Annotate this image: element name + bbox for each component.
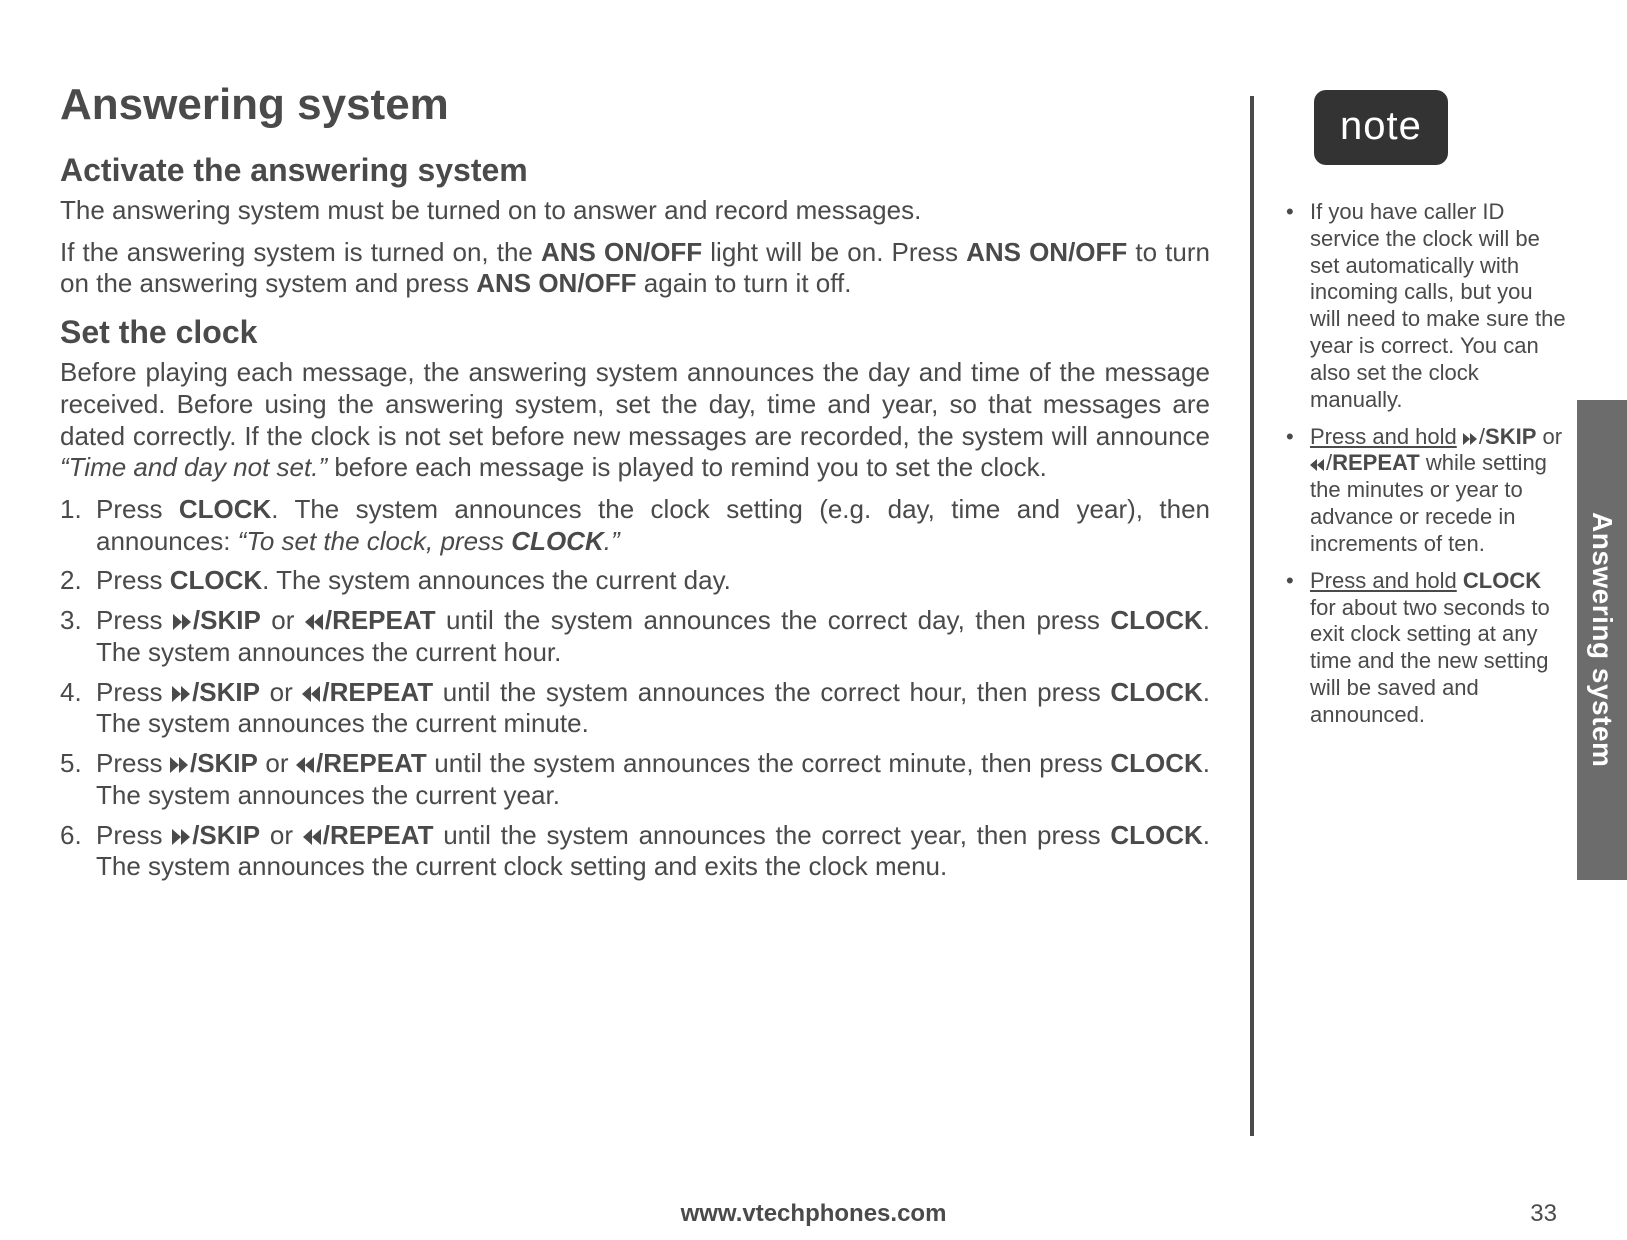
text: Press xyxy=(96,494,179,524)
vertical-divider xyxy=(1250,96,1254,1136)
text: for about two seconds to exit clock sett… xyxy=(1310,595,1550,727)
note-item: Press and hold /SKIP or /REPEAT while se… xyxy=(1284,424,1567,558)
skip-label: SKIP xyxy=(1485,424,1536,449)
text: Press xyxy=(96,820,172,850)
announcement-key: CLOCK xyxy=(511,526,603,556)
text: or xyxy=(1536,424,1562,449)
step-item: Press /SKIP or /REPEAT until the system … xyxy=(60,605,1210,668)
repeat-label: REPEAT xyxy=(323,748,427,778)
skip-label: /SKIP xyxy=(192,820,260,850)
page-content: Answering system Activate the answering … xyxy=(60,80,1567,1190)
rewind-icon xyxy=(302,686,322,702)
note-column: note If you have caller ID service the c… xyxy=(1284,80,1567,1190)
page-title: Answering system xyxy=(60,80,1210,130)
key-label: /REPEAT xyxy=(296,748,427,778)
key-label: CLOCK xyxy=(1110,748,1202,778)
step-item: Press /SKIP or /REPEAT until the system … xyxy=(60,748,1210,811)
text: until the system announces the correct d… xyxy=(436,605,1111,635)
text: . The system announces the current day. xyxy=(262,565,731,595)
steps-list: Press CLOCK. The system announces the cl… xyxy=(60,494,1210,883)
rewind-icon xyxy=(296,757,316,773)
text: Press xyxy=(96,677,172,707)
underline-text: Press and hold xyxy=(1310,424,1457,449)
text: Press xyxy=(96,605,173,635)
text: If the answering system is turned on, th… xyxy=(60,237,541,267)
text: light will be on. Press xyxy=(702,237,966,267)
key-label: CLOCK xyxy=(1110,677,1202,707)
rewind-icon xyxy=(303,829,323,845)
paragraph: Before playing each message, the answeri… xyxy=(60,357,1210,484)
skip-label: /SKIP xyxy=(192,677,260,707)
note-item: If you have caller ID service the clock … xyxy=(1284,199,1567,414)
note-item: Press and hold CLOCK for about two secon… xyxy=(1284,568,1567,729)
skip-label: /SKIP xyxy=(193,605,261,635)
text: again to turn it off. xyxy=(637,268,852,298)
announcement-text: “To set the clock, press xyxy=(238,526,512,556)
skip-label: /SKIP xyxy=(190,748,258,778)
key-label: ANS ON/OFF xyxy=(541,237,702,267)
section-tab: Answering system xyxy=(1577,400,1627,880)
text: until the system announces the correct y… xyxy=(433,820,1110,850)
main-column: Answering system Activate the answering … xyxy=(60,80,1220,1190)
text: Before playing each message, the answeri… xyxy=(60,357,1210,450)
key-label: /SKIP xyxy=(170,748,258,778)
key-label: CLOCK xyxy=(170,565,262,595)
key-label: /REPEAT xyxy=(302,677,433,707)
key-label: ANS ON/OFF xyxy=(966,237,1127,267)
paragraph: The answering system must be turned on t… xyxy=(60,195,1210,227)
note-badge: note xyxy=(1314,90,1448,165)
repeat-label: REPEAT xyxy=(330,677,434,707)
text: before each message is played to remind … xyxy=(327,452,1047,482)
page-number: 33 xyxy=(1530,1200,1557,1228)
section-heading-clock: Set the clock xyxy=(60,314,1210,351)
step-item: Press CLOCK. The system announces the cu… xyxy=(60,565,1210,597)
key-label: /SKIP xyxy=(172,677,260,707)
footer-url: www.vtechphones.com xyxy=(681,1200,947,1228)
text: or xyxy=(261,605,305,635)
step-item: Press /SKIP or /REPEAT until the system … xyxy=(60,677,1210,740)
fast-forward-icon xyxy=(172,686,192,702)
rewind-icon xyxy=(305,614,325,630)
text: Press xyxy=(96,748,170,778)
repeat-label: REPEAT xyxy=(330,820,434,850)
announcement-text: “Time and day not set.” xyxy=(60,452,327,482)
step-item: Press CLOCK. The system announces the cl… xyxy=(60,494,1210,557)
text: until the system announces the correct h… xyxy=(433,677,1110,707)
repeat-label: REPEAT xyxy=(332,605,436,635)
announcement-text: .” xyxy=(604,526,620,556)
fast-forward-icon xyxy=(170,757,190,773)
text: until the system announces the correct m… xyxy=(427,748,1111,778)
key-label: ANS ON/OFF xyxy=(476,268,636,298)
key-label: /SKIP xyxy=(172,820,260,850)
fast-forward-icon xyxy=(173,614,193,630)
key-label: CLOCK xyxy=(1110,820,1202,850)
key-label: CLOCK xyxy=(1463,568,1541,593)
key-label: /REPEAT xyxy=(305,605,436,635)
text: or xyxy=(260,677,302,707)
step-item: Press /SKIP or /REPEAT until the system … xyxy=(60,820,1210,883)
paragraph: If the answering system is turned on, th… xyxy=(60,237,1210,300)
text: or xyxy=(258,748,296,778)
note-list: If you have caller ID service the clock … xyxy=(1284,199,1567,729)
text: or xyxy=(260,820,303,850)
section-heading-activate: Activate the answering system xyxy=(60,152,1210,189)
text: Press xyxy=(96,565,170,595)
key-label: /REPEAT xyxy=(303,820,434,850)
key-label: /SKIP xyxy=(173,605,261,635)
fast-forward-icon xyxy=(1463,433,1479,445)
underline-text: Press and hold xyxy=(1310,568,1457,593)
key-label: CLOCK xyxy=(179,494,271,524)
repeat-label: REPEAT xyxy=(1332,450,1420,475)
key-label: CLOCK xyxy=(1110,605,1202,635)
fast-forward-icon xyxy=(172,829,192,845)
rewind-icon xyxy=(1310,459,1326,471)
